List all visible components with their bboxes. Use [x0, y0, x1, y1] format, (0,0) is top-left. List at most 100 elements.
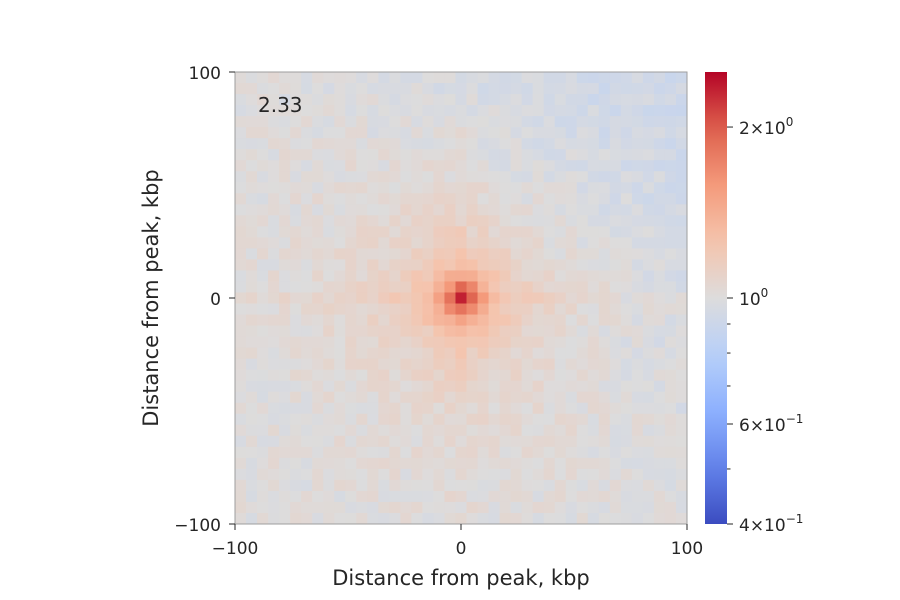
heatmap-cell	[477, 413, 490, 426]
heatmap-cell	[444, 248, 456, 260]
heatmap-cell	[422, 248, 434, 260]
heatmap-cell	[642, 479, 655, 492]
heatmap-cell	[268, 149, 280, 161]
heatmap-cell	[675, 193, 688, 205]
heatmap-cell	[653, 325, 666, 338]
heatmap-cell	[444, 149, 456, 161]
heatmap-cell	[554, 479, 567, 492]
heatmap-cell	[521, 105, 534, 117]
heatmap-cell	[653, 424, 666, 437]
heatmap-cell	[642, 171, 655, 183]
heatmap-cell	[488, 171, 501, 183]
heatmap-cell	[565, 259, 578, 271]
heatmap-cell	[653, 83, 666, 95]
heatmap-cell	[290, 347, 302, 360]
heatmap-cell	[235, 259, 247, 271]
heatmap-cell	[510, 512, 523, 525]
heatmap-cell	[576, 237, 589, 249]
heatmap-cell	[466, 171, 479, 183]
heatmap-cell	[543, 358, 556, 371]
heatmap-cell	[378, 72, 390, 84]
heatmap-cell	[466, 105, 479, 117]
heatmap-cell	[631, 171, 644, 183]
heatmap-cell	[279, 402, 291, 415]
heatmap-cell	[334, 402, 346, 415]
heatmap-cell	[576, 270, 589, 282]
heatmap-cell	[367, 402, 379, 415]
heatmap-cell	[631, 479, 644, 492]
heatmap-cell	[246, 204, 258, 216]
heatmap-cell	[235, 94, 247, 106]
heatmap-cell	[235, 226, 247, 238]
heatmap-cell	[466, 259, 479, 271]
heatmap-cell	[235, 468, 247, 481]
heatmap-cell	[246, 182, 258, 194]
heatmap-cell	[400, 424, 412, 437]
heatmap-cell	[367, 160, 379, 172]
heatmap-cell	[367, 215, 379, 227]
heatmap-cell	[631, 446, 644, 459]
heatmap-cell	[334, 501, 346, 514]
heatmap-cell	[642, 226, 655, 238]
heatmap-cell	[323, 303, 335, 316]
heatmap-cell	[455, 468, 468, 481]
heatmap-cell	[433, 402, 445, 415]
heatmap-cell	[620, 193, 633, 205]
heatmap-cell	[510, 193, 523, 205]
heatmap-cell	[301, 413, 313, 426]
heatmap-cell	[323, 248, 335, 260]
heatmap-cell	[532, 160, 545, 172]
heatmap-cell	[521, 490, 534, 503]
heatmap-cell	[466, 248, 479, 260]
heatmap-cell	[510, 149, 523, 161]
heatmap-cell	[477, 116, 490, 128]
heatmap-cell	[312, 127, 324, 139]
heatmap-cell	[323, 72, 335, 84]
heatmap-cell	[422, 435, 434, 448]
heatmap-cell	[301, 336, 313, 349]
heatmap-cell	[323, 314, 335, 327]
heatmap-cell	[488, 281, 501, 293]
heatmap-cell	[444, 182, 456, 194]
heatmap-cell	[466, 116, 479, 128]
heatmap-cell	[334, 259, 346, 271]
heatmap-cell	[378, 182, 390, 194]
heatmap-cell	[323, 83, 335, 95]
heatmap-cell	[433, 457, 445, 470]
heatmap-cell	[312, 435, 324, 448]
heatmap-cell	[345, 138, 357, 150]
heatmap-cell	[466, 369, 479, 382]
heatmap-cell	[235, 314, 247, 327]
heatmap-cell	[367, 149, 379, 161]
heatmap-cell	[323, 204, 335, 216]
heatmap-cell	[675, 204, 688, 216]
heatmap-cell	[279, 204, 291, 216]
heatmap-cell	[367, 259, 379, 271]
heatmap-cell	[334, 435, 346, 448]
heatmap-cell	[488, 380, 501, 393]
heatmap-cell	[400, 292, 412, 305]
heatmap-cell	[554, 358, 567, 371]
heatmap-cell	[521, 182, 534, 194]
heatmap-cell	[587, 402, 600, 415]
heatmap-cell	[334, 325, 346, 338]
heatmap-cell	[433, 160, 445, 172]
heatmap-cell	[565, 512, 578, 525]
heatmap-cell	[235, 325, 247, 338]
heatmap-cell	[257, 446, 269, 459]
heatmap-cell	[290, 138, 302, 150]
heatmap-cell	[279, 138, 291, 150]
heatmap-cell	[334, 105, 346, 117]
heatmap-cell	[477, 292, 490, 305]
heatmap-cell	[455, 446, 468, 459]
heatmap-cell	[598, 424, 611, 437]
heatmap-cell	[477, 160, 490, 172]
heatmap-cell	[268, 83, 280, 95]
heatmap-cell	[246, 171, 258, 183]
heatmap-cell	[356, 226, 368, 238]
heatmap-cell	[279, 446, 291, 459]
heatmap-cell	[532, 314, 545, 327]
heatmap-cell	[521, 435, 534, 448]
heatmap-cell	[488, 204, 501, 216]
heatmap-cell	[642, 347, 655, 360]
